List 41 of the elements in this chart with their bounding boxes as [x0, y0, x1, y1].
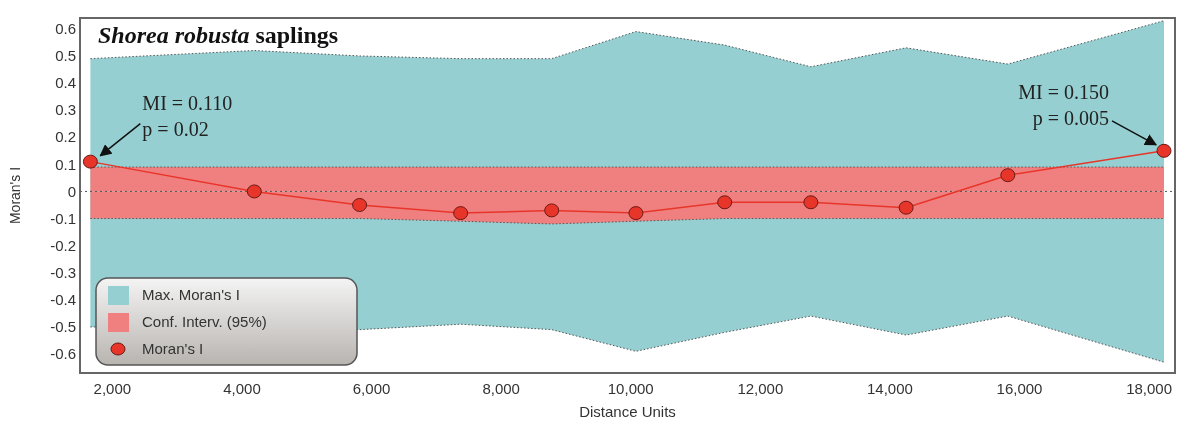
point: [1156, 143, 1172, 158]
y-tick-label: 0.2: [55, 128, 76, 146]
point: [352, 197, 368, 212]
x-tick-label: 14,000: [866, 380, 913, 397]
x-tick-label: 18,000: [1126, 380, 1173, 397]
annotation: MI = 0.150 p = 0.005: [1018, 80, 1109, 130]
point: [246, 184, 262, 199]
x-tick-label: 16,000: [996, 380, 1043, 397]
y-tick-label: 0.6: [55, 20, 76, 38]
x-tick-label: 6,000: [352, 380, 391, 397]
x-tick-label: 12,000: [737, 380, 784, 397]
y-tick-label: -0.2: [50, 236, 76, 254]
point: [717, 195, 733, 210]
legend-label: Max. Moran's I: [142, 286, 240, 304]
y-tick-label: 0.1: [55, 155, 76, 173]
y-tick-label: -0.4: [50, 291, 76, 309]
y-tick-label: -0.3: [50, 263, 76, 281]
y-tick-label: 0.5: [55, 47, 76, 65]
point: [803, 195, 819, 210]
y-axis-title: Moran's I: [7, 166, 23, 225]
annotation: MI = 0.110 p = 0.02: [142, 91, 233, 141]
legend-label: Conf. Interv. (95%): [142, 313, 267, 331]
point: [453, 206, 469, 221]
point: [628, 206, 644, 221]
x-tick-label: 2,000: [93, 380, 132, 397]
point: [544, 203, 560, 218]
y-tick-label: -0.1: [50, 209, 76, 227]
x-tick-label: 4,000: [223, 380, 261, 397]
y-tick-label: 0: [67, 182, 76, 200]
y-tick-label: 0.3: [55, 101, 76, 119]
legend-label: Moran's I: [142, 340, 204, 358]
y-tick-label: 0.4: [55, 74, 76, 92]
x-axis-title: Distance Units: [579, 403, 676, 420]
point: [898, 200, 914, 215]
x-tick-label: 8,000: [482, 380, 520, 397]
chart-title: Shorea robusta saplings: [98, 22, 339, 48]
point: [82, 154, 98, 169]
y-tick-label: -0.5: [50, 318, 76, 336]
x-tick-label: 10,000: [607, 380, 654, 397]
point: [1000, 168, 1016, 183]
y-tick-label: -0.6: [50, 345, 76, 363]
